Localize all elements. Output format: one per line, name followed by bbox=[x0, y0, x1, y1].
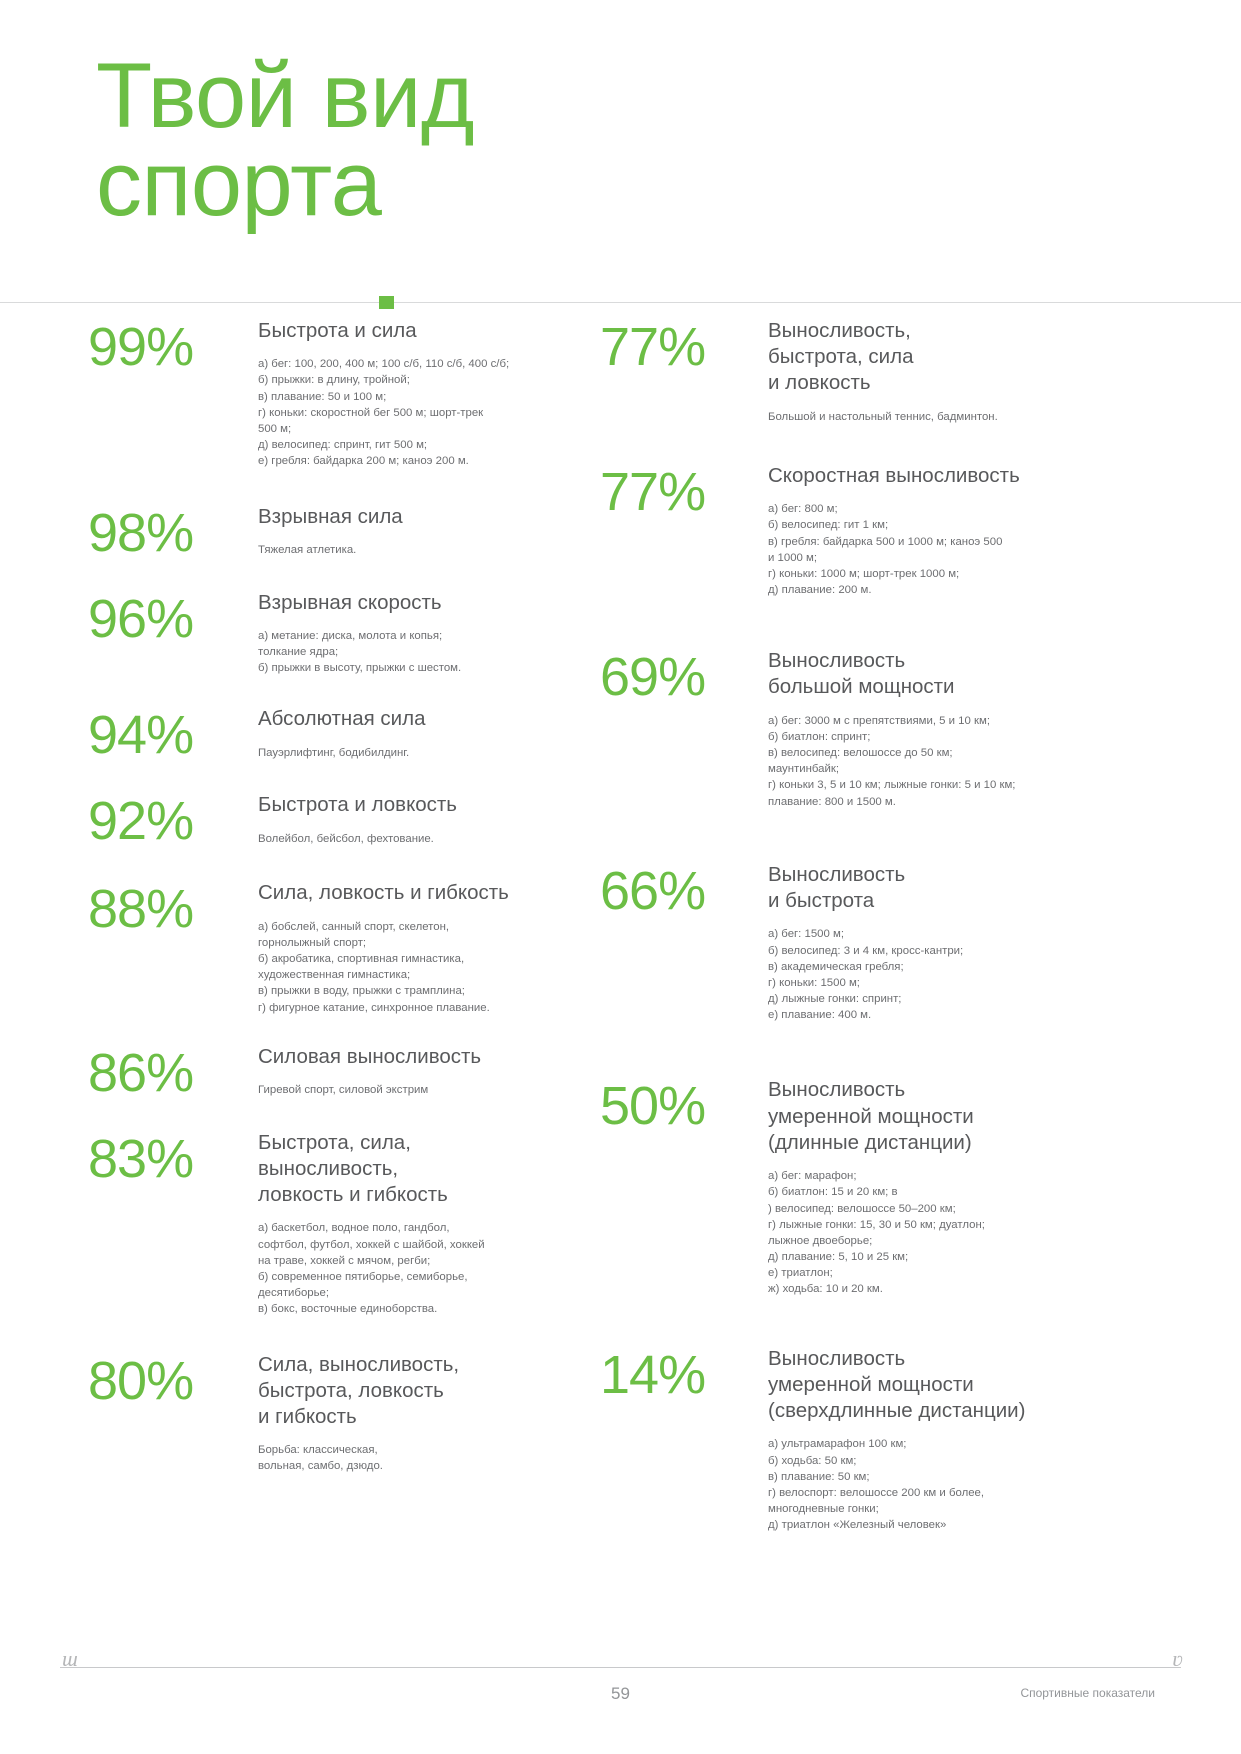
entry-description: а) метание: диска, молота и копья; толка… bbox=[258, 629, 462, 675]
entry-percent: 96% bbox=[88, 588, 194, 649]
entry-description: Пауэрлифтинг, бодибилдинг. bbox=[258, 746, 410, 759]
entry-percent: 77% bbox=[600, 461, 706, 522]
entry-69: 69% Выносливость большой мощности а) бег… bbox=[590, 648, 1173, 810]
entry-50: 50% Выносливость умеренной мощности (дли… bbox=[590, 1077, 1173, 1297]
entry-77-b: 77% Скоростная выносливость а) бег: 800 … bbox=[590, 463, 1173, 598]
entry-86: 86% Силовая выносливость Гиревой спорт, … bbox=[80, 1044, 580, 1100]
entry-body: Быстрота и сила а) бег: 100, 200, 400 м;… bbox=[258, 318, 580, 470]
entry-title: Взрывная скорость bbox=[258, 590, 442, 614]
entry-body: Взрывная скорость а) метание: диска, мол… bbox=[258, 590, 580, 677]
content-columns: 99% Быстрота и сила а) бег: 100, 200, 40… bbox=[0, 318, 1241, 1559]
entry-80: 80% Сила, выносливость, быстрота, ловкос… bbox=[80, 1352, 580, 1475]
entry-title: Скоростная выносливость bbox=[768, 463, 1020, 487]
entry-percent: 66% bbox=[600, 860, 706, 921]
entry-title: Выносливость умеренной мощности (длинные… bbox=[768, 1078, 974, 1154]
entry-description: а) баскетбол, водное поло, гандбол, софт… bbox=[258, 1222, 485, 1316]
entry-body: Выносливость и быстрота а) бег: 1500 м; … bbox=[768, 862, 1173, 1024]
entry-description: а) ультрамарафон 100 км; б) ходьба: 50 к… bbox=[768, 1438, 985, 1532]
entry-body: Выносливость большой мощности а) бег: 30… bbox=[768, 648, 1173, 810]
entry-description: а) бег: 1500 м; б) велосипед: 3 и 4 км, … bbox=[768, 928, 964, 1022]
entry-body: Силовая выносливость Гиревой спорт, сило… bbox=[258, 1044, 580, 1098]
entry-percent: 99% bbox=[88, 317, 194, 377]
header-divider bbox=[0, 302, 1241, 303]
entry-title: Выносливость большой мощности bbox=[768, 649, 955, 699]
entry-99: 99% Быстрота и сила а) бег: 100, 200, 40… bbox=[80, 318, 580, 470]
entry-body: Абсолютная сила Пауэрлифтинг, бодибилдин… bbox=[258, 706, 580, 760]
entry-body: Сила, ловкость и гибкость а) бобслей, са… bbox=[258, 880, 580, 1015]
entry-body: Быстрота и ловкость Волейбол, бейсбол, ф… bbox=[258, 792, 580, 846]
page-number: 59 bbox=[611, 1684, 630, 1703]
entry-percent: 98% bbox=[88, 502, 194, 563]
footer-ornament-right-icon: ʋ bbox=[1172, 1646, 1183, 1671]
entry-percent: 77% bbox=[600, 317, 706, 377]
footer-section-label: Спортивные показатели bbox=[1020, 1686, 1155, 1700]
entry-title: Сила, ловкость и гибкость bbox=[258, 881, 509, 905]
entry-94: 94% Абсолютная сила Пауэрлифтинг, бодиби… bbox=[80, 706, 580, 762]
entry-14: 14% Выносливость умеренной мощности (све… bbox=[590, 1346, 1173, 1534]
entry-description: Тяжелая атлетика. bbox=[258, 543, 357, 556]
entry-title: Выносливость, быстрота, сила и ловкость bbox=[768, 319, 914, 395]
entry-title: Быстрота, сила, выносливость, ловкость и… bbox=[258, 1130, 448, 1207]
entry-description: а) бег: 800 м; б) велосипед: гит 1 км; в… bbox=[768, 503, 1003, 597]
entry-description: Большой и настольный теннис, бадминтон. bbox=[768, 410, 998, 423]
entry-body: Быстрота, сила, выносливость, ловкость и… bbox=[258, 1130, 580, 1318]
entry-title: Выносливость и быстрота bbox=[768, 862, 906, 913]
entry-description: а) бобслей, санный спорт, скелетон, горн… bbox=[258, 920, 490, 1014]
entry-title: Взрывная сила bbox=[258, 504, 403, 528]
entry-percent: 14% bbox=[600, 1344, 706, 1405]
entry-description: а) бег: 3000 м с препятствиями, 5 и 10 к… bbox=[768, 714, 1016, 808]
entry-body: Взрывная сила Тяжелая атлетика. bbox=[258, 504, 580, 558]
entry-title: Быстрота и сила bbox=[258, 319, 417, 342]
entry-title: Силовая выносливость bbox=[258, 1044, 482, 1068]
entry-body: Выносливость, быстрота, сила и ловкость … bbox=[768, 318, 1173, 425]
entry-description: Гиревой спорт, силовой экстрим bbox=[258, 1083, 429, 1096]
entry-83: 83% Быстрота, сила, выносливость, ловкос… bbox=[80, 1130, 580, 1318]
entry-description: а) бег: 100, 200, 400 м; 100 с/б, 110 с/… bbox=[258, 358, 510, 468]
footer-divider bbox=[60, 1667, 1181, 1668]
entry-percent: 69% bbox=[600, 647, 706, 708]
entry-body: Выносливость умеренной мощности (сверхдл… bbox=[768, 1346, 1173, 1534]
entry-title: Выносливость умеренной мощности (сверхдл… bbox=[768, 1346, 1026, 1423]
entry-body: Выносливость умеренной мощности (длинные… bbox=[768, 1077, 1173, 1297]
entry-description: а) бег: марафон; б) биатлон: 15 и 20 км;… bbox=[768, 1170, 985, 1296]
entry-percent: 50% bbox=[600, 1076, 706, 1137]
entry-percent: 88% bbox=[88, 879, 194, 940]
entry-96: 96% Взрывная скорость а) метание: диска,… bbox=[80, 590, 580, 677]
entry-77-a: 77% Выносливость, быстрота, сила и ловко… bbox=[590, 318, 1173, 425]
page-title: Твой вид спорта bbox=[96, 45, 475, 236]
entry-title: Сила, выносливость, быстрота, ловкость и… bbox=[258, 1352, 460, 1428]
entry-percent: 94% bbox=[88, 705, 194, 766]
entry-92: 92% Быстрота и ловкость Волейбол, бейсбо… bbox=[80, 792, 580, 848]
entry-description: Борьба: классическая, вольная, самбо, дз… bbox=[258, 1444, 383, 1473]
footer-ornament-left-icon: ɯ bbox=[62, 1646, 78, 1671]
entry-body: Скоростная выносливость а) бег: 800 м; б… bbox=[768, 463, 1173, 598]
entry-percent: 80% bbox=[88, 1350, 194, 1411]
entry-title: Абсолютная сила bbox=[258, 707, 426, 731]
entry-percent: 92% bbox=[88, 791, 194, 852]
entry-88: 88% Сила, ловкость и гибкость а) бобслей… bbox=[80, 880, 580, 1015]
entry-66: 66% Выносливость и быстрота а) бег: 1500… bbox=[590, 862, 1173, 1024]
entry-description: Волейбол, бейсбол, фехтование. bbox=[258, 832, 434, 845]
entry-title: Быстрота и ловкость bbox=[258, 793, 457, 817]
page-header: Твой вид спорта bbox=[0, 0, 1241, 236]
entry-98: 98% Взрывная сила Тяжелая атлетика. bbox=[80, 504, 580, 560]
entry-body: Сила, выносливость, быстрота, ловкость и… bbox=[258, 1352, 580, 1475]
left-column: 99% Быстрота и сила а) бег: 100, 200, 40… bbox=[80, 318, 590, 1559]
header-accent-marker bbox=[379, 296, 394, 309]
right-column: 77% Выносливость, быстрота, сила и ловко… bbox=[590, 318, 1173, 1559]
entry-percent: 86% bbox=[88, 1042, 194, 1103]
entry-percent: 83% bbox=[88, 1128, 194, 1189]
